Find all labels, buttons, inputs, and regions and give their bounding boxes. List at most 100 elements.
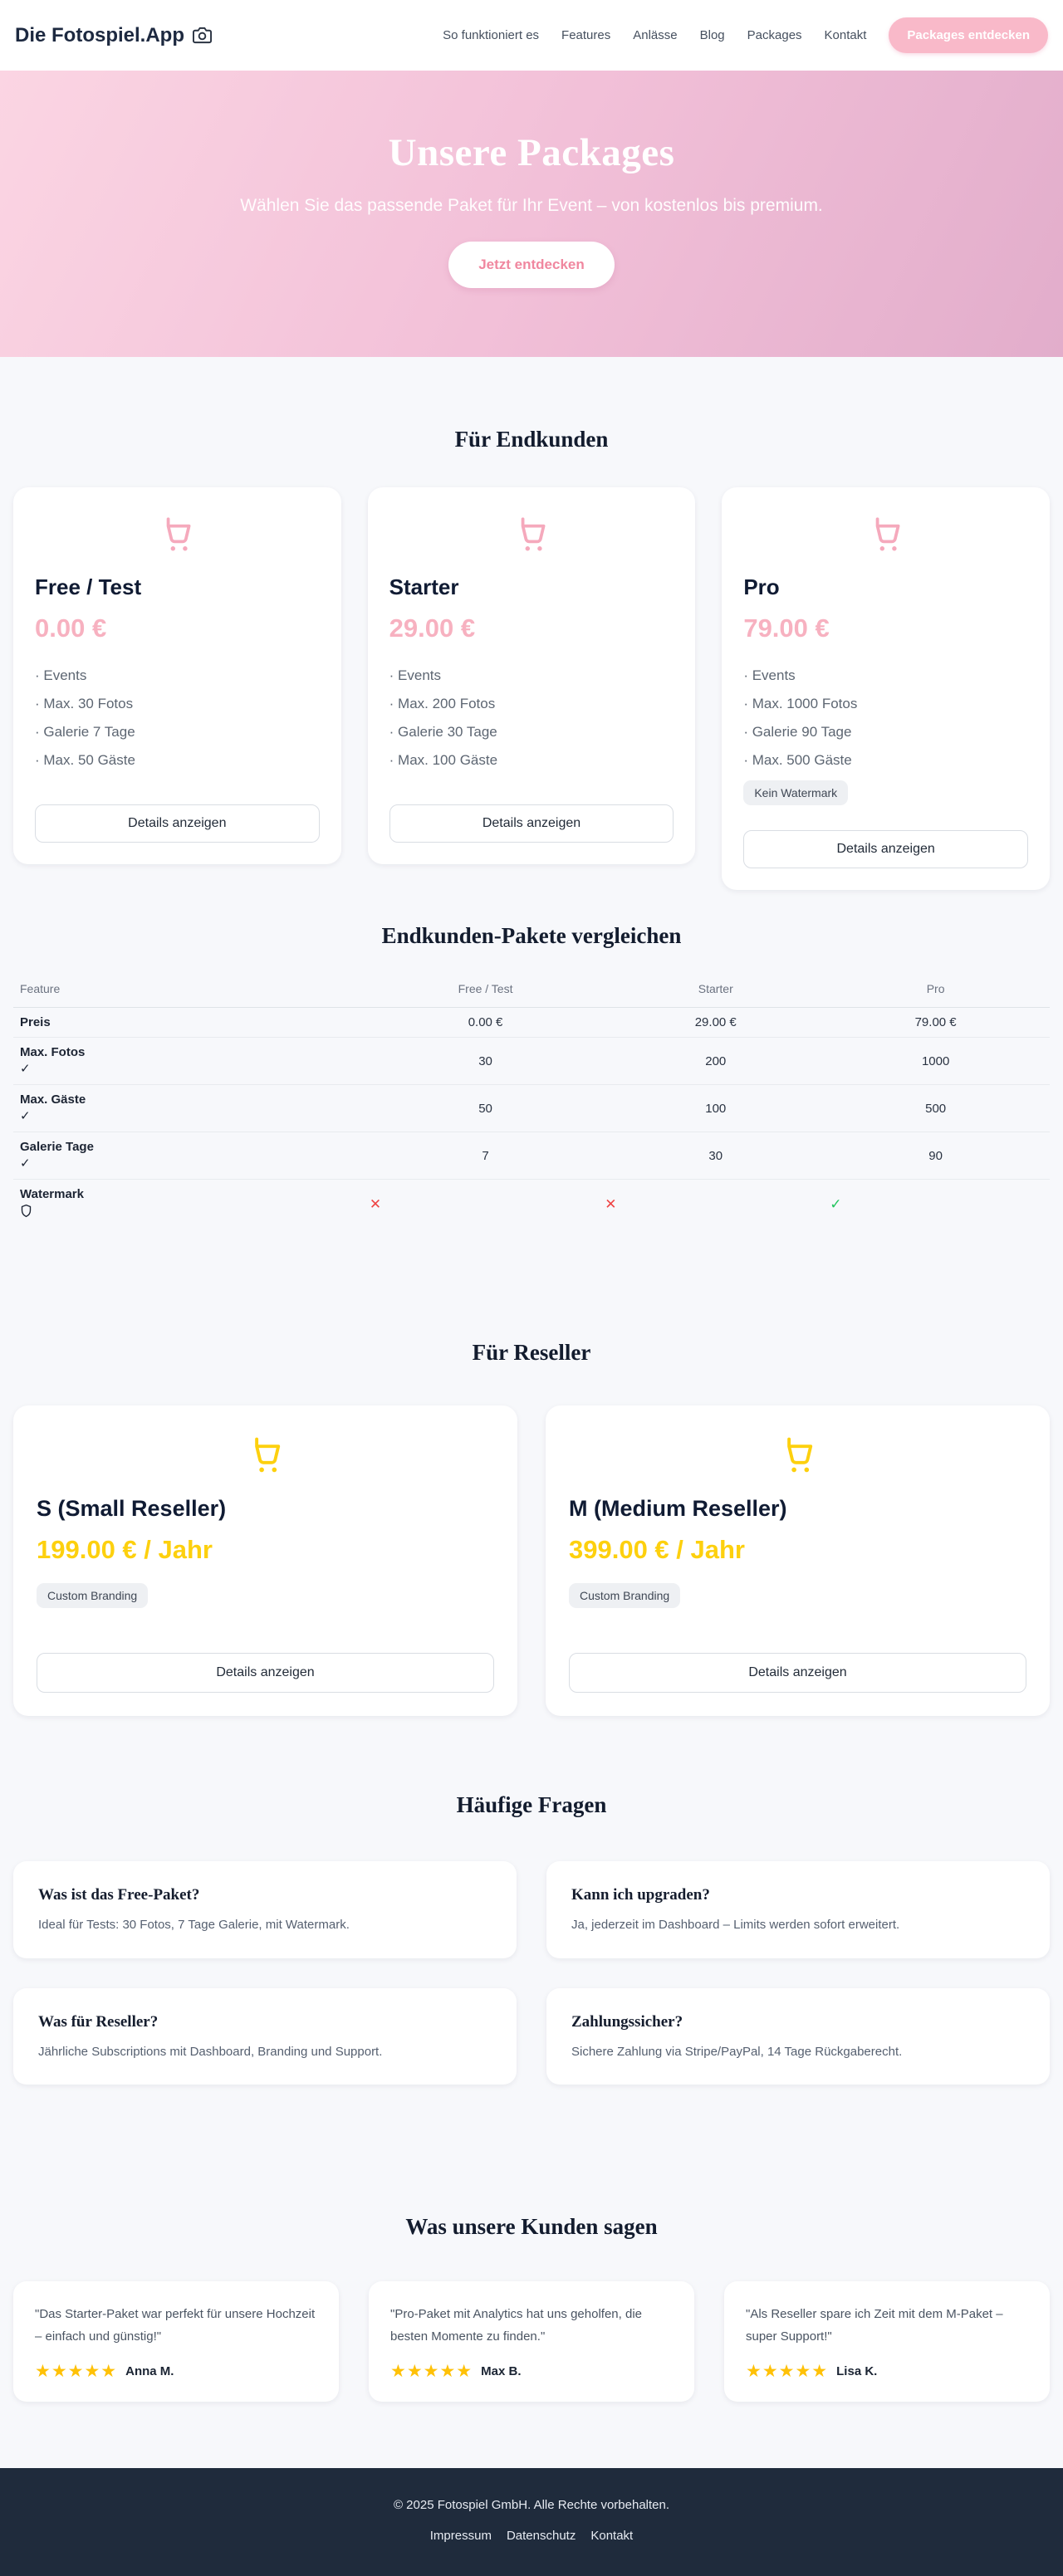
check-icon: ✓ <box>20 1062 31 1076</box>
card-price: 399.00 € / Jahr <box>569 1535 745 1564</box>
nav-features[interactable]: Features <box>561 28 611 42</box>
nav-kontakt[interactable]: Kontakt <box>824 28 867 42</box>
feature-item: · Events <box>743 667 796 683</box>
faq-question: Kann ich upgraden? <box>571 1886 710 1904</box>
card-title: Pro <box>743 574 780 599</box>
feature-item: · Max. 30 Fotos <box>35 696 134 711</box>
faq-answer: Ideal für Tests: 30 Fotos, 7 Tage Galeri… <box>38 1918 350 1932</box>
testimonial-meta: ★★★★★ Lisa K. <box>746 2363 1028 2380</box>
details-anzeigen-button[interactable]: Details anzeigen <box>37 1653 494 1693</box>
table-row-max-fotos: Max. Fotos ✓ 30 200 1000 <box>13 1038 1050 1085</box>
cell-value: 30 <box>708 1148 723 1163</box>
details-anzeigen-button[interactable]: Details anzeigen <box>569 1653 1026 1693</box>
cell-value: 0.00 € <box>468 1015 503 1029</box>
feature-list: · Events · Max. 200 Fotos · Galerie 30 T… <box>389 662 674 775</box>
feature-item: · Max. 100 Gäste <box>389 752 498 768</box>
testimonial-name: Max B. <box>481 2364 522 2378</box>
cell-value: 90 <box>928 1148 943 1163</box>
cell-value: 29.00 € <box>694 1015 737 1029</box>
star-rating-icon: ★★★★★ <box>746 2362 829 2381</box>
nav-blog[interactable]: Blog <box>699 28 725 42</box>
check-icon: ✓ <box>830 1196 842 1212</box>
testimonial-quote: "Als Reseller spare ich Zeit mit dem M-P… <box>746 2307 1003 2344</box>
column-header-free-test: Free / Test <box>458 982 513 995</box>
card-price: 0.00 € <box>35 613 107 643</box>
feature-item: · Galerie 30 Tage <box>389 724 497 740</box>
endkunden-card-grid: Free / Test 0.00 € · Events · Max. 30 Fo… <box>13 487 1050 890</box>
feature-item: · Events <box>389 667 442 683</box>
card-price: 79.00 € <box>743 613 830 643</box>
details-anzeigen-button[interactable]: Details anzeigen <box>35 804 320 843</box>
hero: Unsere Packages Wählen Sie das passende … <box>0 71 1063 357</box>
feature-label: Preis <box>20 1015 51 1029</box>
brand-logo[interactable]: Die Fotospiel.App <box>15 24 212 47</box>
table-row-max-gaeste: Max. Gäste ✓ 50 100 500 <box>13 1085 1050 1132</box>
footer-link-datenschutz[interactable]: Datenschutz <box>506 2529 576 2543</box>
vergleich-heading: Endkunden-Pakete vergleichen <box>381 923 682 948</box>
nav-so-funktioniert-es[interactable]: So funktioniert es <box>443 28 540 42</box>
custom-branding-badge: Custom Branding <box>569 1583 681 1608</box>
feature-item: · Galerie 90 Tage <box>743 724 852 740</box>
testimonial-card: "Pro-Paket mit Analytics hat uns geholfe… <box>369 2281 694 2402</box>
faq-item: Was für Reseller? Jährliche Subscription… <box>13 1987 517 2085</box>
vergleich-section: Endkunden-Pakete vergleichen Feature Fre… <box>0 890 1063 1239</box>
cell-value: 79.00 € <box>914 1015 957 1029</box>
packages-entdecken-button[interactable]: Packages entdecken <box>889 17 1048 53</box>
brand-name: Die Fotospiel.App <box>15 23 184 46</box>
faq-item: Zahlungssicher? Sichere Zahlung via Stri… <box>546 1987 1050 2085</box>
feature-item: · Max. 200 Fotos <box>389 696 496 711</box>
footer-link-kontakt[interactable]: Kontakt <box>590 2529 634 2543</box>
pricing-card-free: Free / Test 0.00 € · Events · Max. 30 Fo… <box>13 487 341 864</box>
check-icon: ✓ <box>20 1156 31 1171</box>
cross-icon: ✕ <box>605 1196 617 1212</box>
details-anzeigen-button[interactable]: Details anzeigen <box>743 830 1028 868</box>
cell-value: 500 <box>925 1101 947 1116</box>
cart-icon <box>35 514 320 558</box>
header: Die Fotospiel.App So funktioniert es Fea… <box>0 0 1063 71</box>
reseller-heading: Für Reseller <box>472 1340 591 1365</box>
nav-packages[interactable]: Packages <box>747 28 802 42</box>
endkunden-heading: Für Endkunden <box>454 427 609 452</box>
column-header-starter: Starter <box>698 982 733 995</box>
hero-subtitle: Wählen Sie das passende Paket für Ihr Ev… <box>240 196 823 215</box>
details-anzeigen-button[interactable]: Details anzeigen <box>389 804 674 843</box>
footer-link-impressum[interactable]: Impressum <box>429 2529 492 2543</box>
faq-item: Kann ich upgraden? Ja, jederzeit im Dash… <box>546 1861 1050 1958</box>
card-title: Starter <box>389 574 459 599</box>
testimonial-card: "Als Reseller spare ich Zeit mit dem M-P… <box>724 2281 1050 2402</box>
shield-icon <box>20 1204 368 1222</box>
camera-icon <box>193 26 212 45</box>
comparison-table: Feature Free / Test Starter Pro Preis 0.… <box>13 972 1050 1239</box>
faq-section: Häufige Fragen Was ist das Free-Paket? I… <box>0 1716 1063 2085</box>
feature-list: · Events · Max. 1000 Fotos · Galerie 90 … <box>743 662 1028 775</box>
custom-branding-badge: Custom Branding <box>37 1583 149 1608</box>
cell-value: 7 <box>482 1148 489 1163</box>
faq-answer: Ja, jederzeit im Dashboard – Limits werd… <box>571 1918 900 1932</box>
reseller-card-m: M (Medium Reseller) 399.00 € / Jahr Cust… <box>546 1405 1050 1716</box>
cart-icon <box>37 1434 494 1479</box>
cell-value: 1000 <box>921 1053 950 1068</box>
faq-question: Was für Reseller? <box>38 2012 159 2031</box>
feature-label: Max. Gäste <box>20 1092 86 1107</box>
cell-value: 50 <box>478 1101 492 1116</box>
feature-label: Max. Fotos <box>20 1045 86 1059</box>
star-rating-icon: ★★★★★ <box>35 2362 118 2381</box>
jetzt-entdecken-button[interactable]: Jetzt entdecken <box>448 242 615 289</box>
testimonial-name: Lisa K. <box>836 2364 878 2378</box>
pricing-card-pro: Pro 79.00 € · Events · Max. 1000 Fotos ·… <box>722 487 1050 890</box>
column-header-pro: Pro <box>926 982 945 995</box>
cross-icon: ✕ <box>369 1196 382 1212</box>
feature-item: · Max. 500 Gäste <box>743 752 852 768</box>
copyright-text: © 2025 Fotospiel GmbH. Alle Rechte vorbe… <box>393 2498 670 2512</box>
testimonial-meta: ★★★★★ Anna M. <box>35 2363 317 2380</box>
card-title: Free / Test <box>35 574 142 599</box>
card-title: S (Small Reseller) <box>37 1496 227 1521</box>
feature-item: · Events <box>35 667 87 683</box>
cell-value: 100 <box>705 1101 727 1116</box>
cart-icon <box>389 514 674 558</box>
column-header-feature: Feature <box>20 982 61 995</box>
feature-item: · Galerie 7 Tage <box>35 724 135 740</box>
footer: © 2025 Fotospiel GmbH. Alle Rechte vorbe… <box>0 2468 1063 2576</box>
nav-anlaesse[interactable]: Anlässe <box>633 28 678 42</box>
testimonial-quote: "Das Starter-Paket war perfekt für unser… <box>35 2307 316 2344</box>
